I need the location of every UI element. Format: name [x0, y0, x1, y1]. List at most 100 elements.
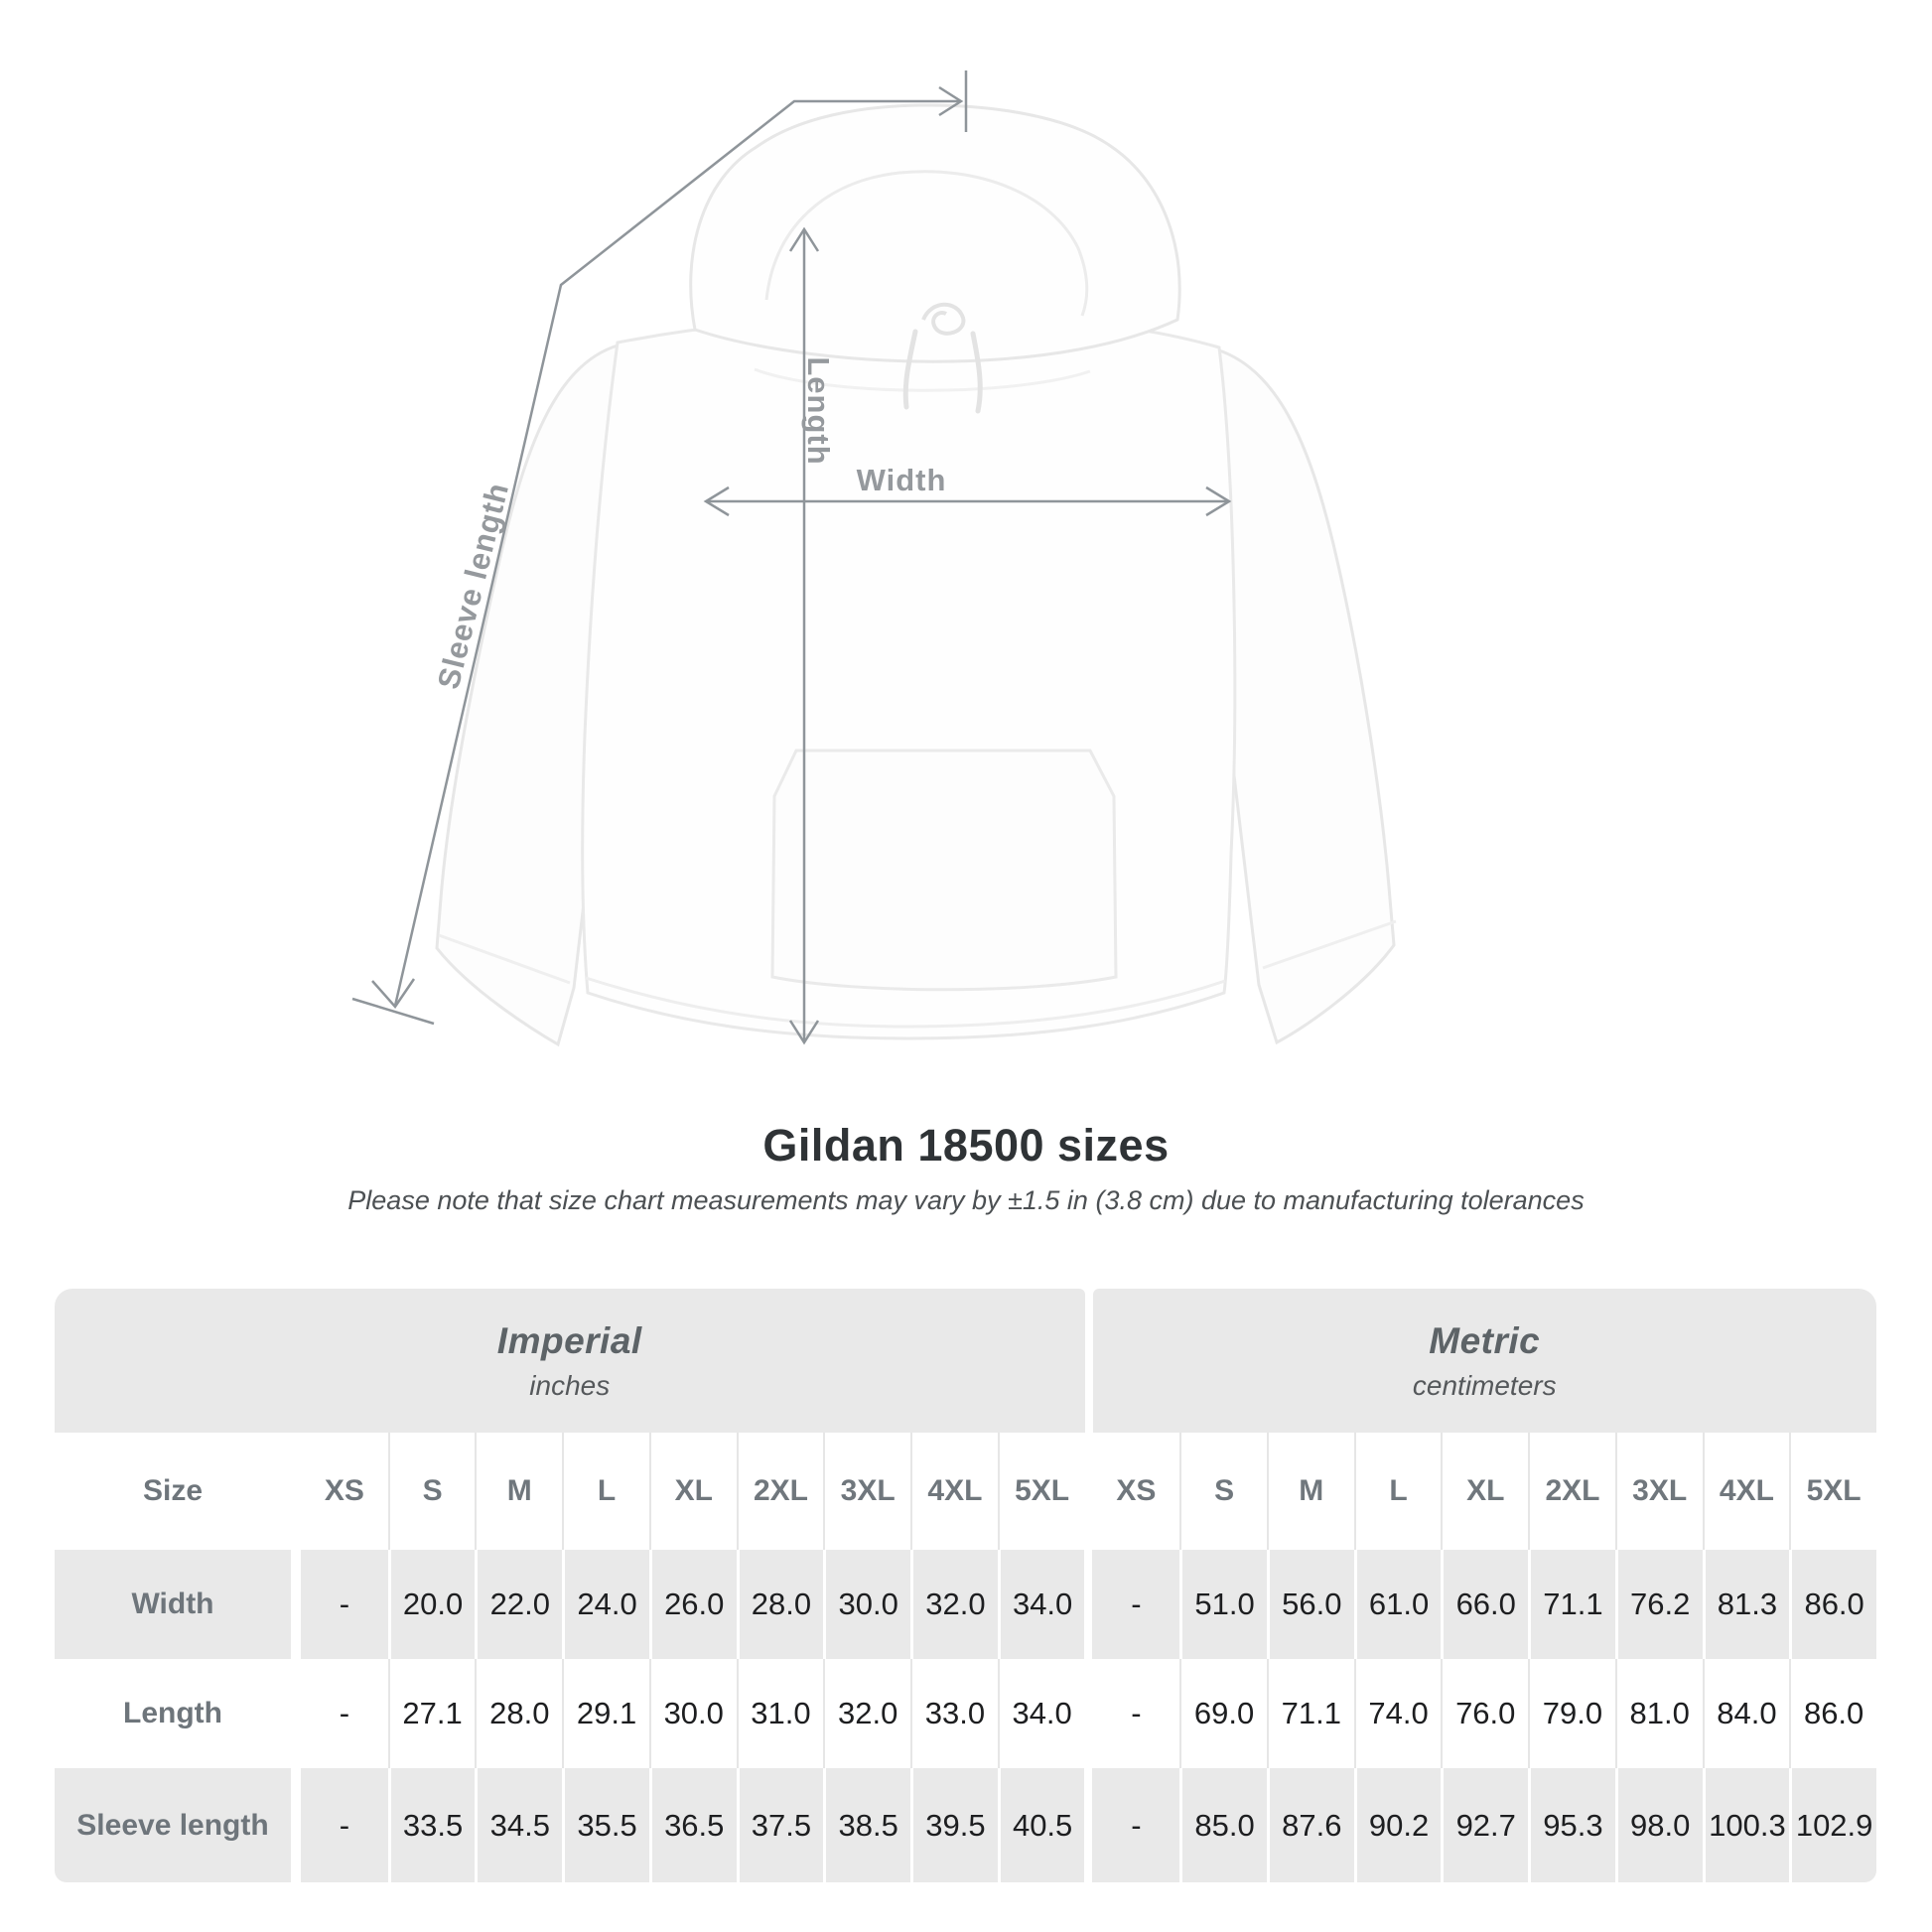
table-row: Sleeve length -33.5 34.5 35.5 36.5 37.5 38.5 39… — [55, 1768, 1876, 1882]
column-spacer — [291, 1768, 301, 1882]
table-cell: 30.0 — [823, 1550, 911, 1659]
table-cell: 30.0 — [648, 1659, 737, 1768]
table-cell: - — [1131, 1696, 1142, 1730]
table-cell: - — [1092, 1768, 1180, 1882]
table-row: Length - 27.1 28.0 29.1 30.0 31.0 32.0 33.0 34.0 -… — [55, 1659, 1876, 1768]
group-spacer — [1084, 1433, 1092, 1550]
sleeve-length-end-tick-bottom — [351, 997, 435, 1026]
table-row: Width -20.0 22.0 24.0 26.0 28.0 30.0 32.0 34.0-5… — [55, 1550, 1876, 1659]
size-chart-table: Imperial inches Metric centimeters Size X… — [55, 1289, 1876, 1882]
length-arrowhead-top — [788, 226, 820, 252]
table-cell: 39.5 — [910, 1768, 998, 1882]
length-arrowhead-bottom — [788, 1020, 820, 1045]
width-arrowhead-left — [703, 485, 730, 517]
table-cell: 84.0 — [1702, 1659, 1790, 1768]
table-cell: 86.0 — [1789, 1659, 1876, 1768]
size-column-header: M — [1266, 1433, 1354, 1550]
size-column-header: S — [387, 1433, 476, 1550]
table-cell: 31.0 — [736, 1659, 824, 1768]
table-cell: 102.9 — [1789, 1768, 1876, 1882]
hoodie-hood-opening — [764, 170, 1089, 317]
row-label: Length — [123, 1697, 222, 1729]
group-spacer — [1084, 1768, 1092, 1882]
size-column-header: 5XL — [997, 1433, 1085, 1550]
table-cell: 71.1 — [1266, 1659, 1354, 1768]
size-column-header: 5XL — [1789, 1433, 1876, 1550]
table-cell: 100.3 — [1702, 1768, 1790, 1882]
width-arrowhead-right — [1205, 485, 1232, 517]
table-cell: 81.3 — [1702, 1550, 1790, 1659]
table-cell: 34.0 — [997, 1550, 1085, 1659]
table-cell: 33.5 — [387, 1768, 476, 1882]
hoodie-hood — [689, 103, 1181, 363]
hoodie-pocket — [770, 749, 1118, 992]
table-cell: 76.2 — [1614, 1550, 1703, 1659]
heading-section: Gildan 18500 sizes Please note that size… — [0, 1120, 1932, 1216]
page-title: Gildan 18500 sizes — [762, 1120, 1170, 1171]
table-cell: 69.0 — [1179, 1659, 1267, 1768]
size-column-header: L — [1353, 1433, 1442, 1550]
table-cell: 87.6 — [1266, 1768, 1354, 1882]
table-cell: 34.0 — [997, 1659, 1085, 1768]
table-cell: 76.0 — [1441, 1659, 1528, 1768]
table-cell: 28.0 — [736, 1550, 824, 1659]
size-column-header: L — [562, 1433, 649, 1550]
hoodie-drawstring-right — [970, 331, 983, 414]
table-cell: 28.0 — [475, 1659, 562, 1768]
table-cell: 98.0 — [1614, 1768, 1703, 1882]
metric-header-block: Metric centimeters — [1092, 1289, 1876, 1433]
imperial-title: Imperial — [496, 1319, 642, 1361]
table-cell: 36.5 — [648, 1768, 737, 1882]
table-cell: 81.0 — [1614, 1659, 1703, 1768]
table-cell: 40.5 — [997, 1768, 1085, 1882]
hoodie-left-cuff-seam — [438, 933, 571, 985]
hoodie-drawstring-left — [902, 329, 918, 410]
column-spacer — [291, 1550, 301, 1659]
size-column-header: 3XL — [823, 1433, 910, 1550]
table-cell: 22.0 — [475, 1550, 563, 1659]
size-column-header: XS — [324, 1474, 364, 1507]
metric-unit: centimeters — [1412, 1369, 1557, 1401]
size-column-header: 4XL — [910, 1433, 998, 1550]
size-table-body: Size XS S M L XL 2XL 3XL 4XL 5XL XS S M L XL 2XL 3XL 4XL 5… — [55, 1433, 1876, 1882]
table-cell: 20.0 — [387, 1550, 476, 1659]
tolerance-note: Please note that size chart measurements… — [347, 1185, 1585, 1215]
table-cell: 79.0 — [1528, 1659, 1615, 1768]
table-cell: - — [301, 1768, 388, 1882]
hoodie-right-cuff-seam — [1262, 919, 1397, 970]
row-label: Sleeve length — [55, 1768, 291, 1882]
table-cell: 86.0 — [1789, 1550, 1876, 1659]
table-cell: 95.3 — [1528, 1768, 1615, 1882]
table-cell: 35.5 — [562, 1768, 649, 1882]
width-label: Width — [856, 463, 947, 497]
size-column-header: 2XL — [736, 1433, 824, 1550]
measurement-lines — [351, 70, 1232, 1045]
hoodie-hem-seam — [585, 976, 1226, 1029]
metric-title: Metric — [1429, 1319, 1541, 1361]
table-cell: 34.5 — [475, 1768, 563, 1882]
size-column-header: 3XL — [1614, 1433, 1703, 1550]
group-spacer — [1084, 1659, 1092, 1768]
size-column-header: 2XL — [1528, 1433, 1615, 1550]
table-cell: 29.1 — [562, 1659, 649, 1768]
sleeve-length-arrowhead-bottom — [371, 978, 416, 1010]
unit-band: Imperial inches Metric centimeters — [55, 1289, 1876, 1433]
size-column-header: M — [475, 1433, 562, 1550]
sleeve-length-line — [393, 99, 959, 1007]
hoodie-measurement-diagram: Sleeve length Length Width — [351, 70, 1397, 1047]
hoodie-right-sleeve — [1208, 346, 1396, 1045]
table-cell: 56.0 — [1266, 1550, 1354, 1659]
table-cell: 33.0 — [910, 1659, 998, 1768]
size-column-header: XL — [648, 1433, 737, 1550]
column-spacer — [291, 1433, 301, 1550]
table-cell: 38.5 — [823, 1768, 911, 1882]
table-cell: - — [1092, 1550, 1180, 1659]
table-cell: - — [339, 1696, 350, 1730]
length-label: Length — [801, 356, 836, 466]
size-column-header: XS — [1116, 1474, 1157, 1507]
hoodie-chest-shadow — [754, 367, 1091, 392]
imperial-unit: inches — [529, 1369, 611, 1401]
size-corner-label: Size — [142, 1474, 204, 1507]
table-cell: 66.0 — [1441, 1550, 1529, 1659]
